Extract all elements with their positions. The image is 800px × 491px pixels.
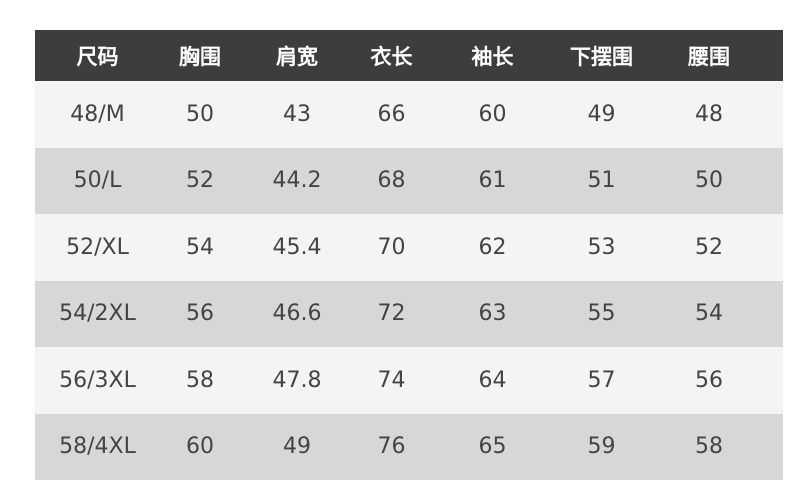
table-cell: 65 — [478, 434, 507, 460]
table-cell: 56 — [186, 301, 214, 327]
table-row: 48/M 50 43 66 60 49 48 — [35, 81, 783, 148]
table-cell: 47.8 — [272, 367, 322, 393]
table-cell: 66 — [377, 101, 406, 127]
table-cell: 52/XL — [66, 234, 129, 260]
table-cell: 74 — [377, 367, 406, 393]
table-cell: 76 — [377, 434, 406, 460]
table-cell: 53 — [587, 234, 616, 260]
table-cell: 64 — [478, 367, 507, 393]
table-cell: 61 — [478, 168, 507, 194]
table-row: 56/3XL 58 47.8 74 64 57 56 — [35, 347, 783, 414]
table-cell: 56/3XL — [59, 367, 136, 393]
table-cell: 60 — [186, 434, 214, 460]
table-cell: 46.6 — [272, 301, 322, 327]
table-cell: 54 — [695, 301, 723, 327]
table-cell: 55 — [587, 301, 616, 327]
size-chart-table: 尺码 胸围 肩宽 衣长 袖长 下摆围 腰围 48/M 50 43 66 60 49 48 50/L 52 44… — [35, 30, 783, 480]
header-row: 尺码 胸围 肩宽 衣长 袖长 下摆围 腰围 — [35, 30, 783, 81]
table-cell: 52 — [186, 168, 214, 194]
table-cell: 70 — [377, 234, 406, 260]
table-cell: 58 — [186, 367, 214, 393]
table-cell: 44.2 — [272, 168, 322, 194]
column-header: 胸围 — [179, 44, 221, 69]
column-header: 腰围 — [688, 44, 730, 69]
table-cell: 50 — [186, 101, 214, 127]
table-cell: 57 — [587, 367, 616, 393]
table-row: 58/4XL 60 49 76 65 59 58 — [35, 413, 783, 480]
table-cell: 52 — [695, 234, 723, 260]
table-cell: 68 — [377, 168, 406, 194]
table-cell: 48 — [695, 101, 723, 127]
table-cell: 50/L — [73, 168, 122, 194]
table-cell: 58 — [695, 434, 723, 460]
table-cell: 59 — [587, 434, 616, 460]
table-cell: 49 — [283, 434, 311, 460]
column-header: 下摆围 — [570, 44, 633, 69]
column-header: 肩宽 — [276, 44, 318, 69]
table-cell: 51 — [587, 168, 616, 194]
column-header: 袖长 — [471, 44, 514, 69]
table-row: 54/2XL 56 46.6 72 63 55 54 — [35, 280, 783, 347]
table-cell: 60 — [478, 101, 507, 127]
column-header: 衣长 — [370, 44, 413, 69]
table-cell: 45.4 — [272, 234, 322, 260]
table-cell: 63 — [478, 301, 507, 327]
table-cell: 54 — [186, 234, 214, 260]
table-cell: 50 — [695, 168, 723, 194]
table-cell: 56 — [695, 367, 723, 393]
table-cell: 49 — [587, 101, 616, 127]
column-header: 尺码 — [76, 44, 119, 69]
table-row: 50/L 52 44.2 68 61 51 50 — [35, 147, 783, 214]
table-cell: 43 — [283, 101, 311, 127]
table-cell: 72 — [377, 301, 406, 327]
table-cell: 48/M — [70, 101, 125, 127]
table-cell: 54/2XL — [59, 301, 136, 327]
table-cell: 62 — [478, 234, 507, 260]
table-cell: 58/4XL — [59, 434, 136, 460]
table-row: 52/XL 54 45.4 70 62 53 52 — [35, 214, 783, 281]
